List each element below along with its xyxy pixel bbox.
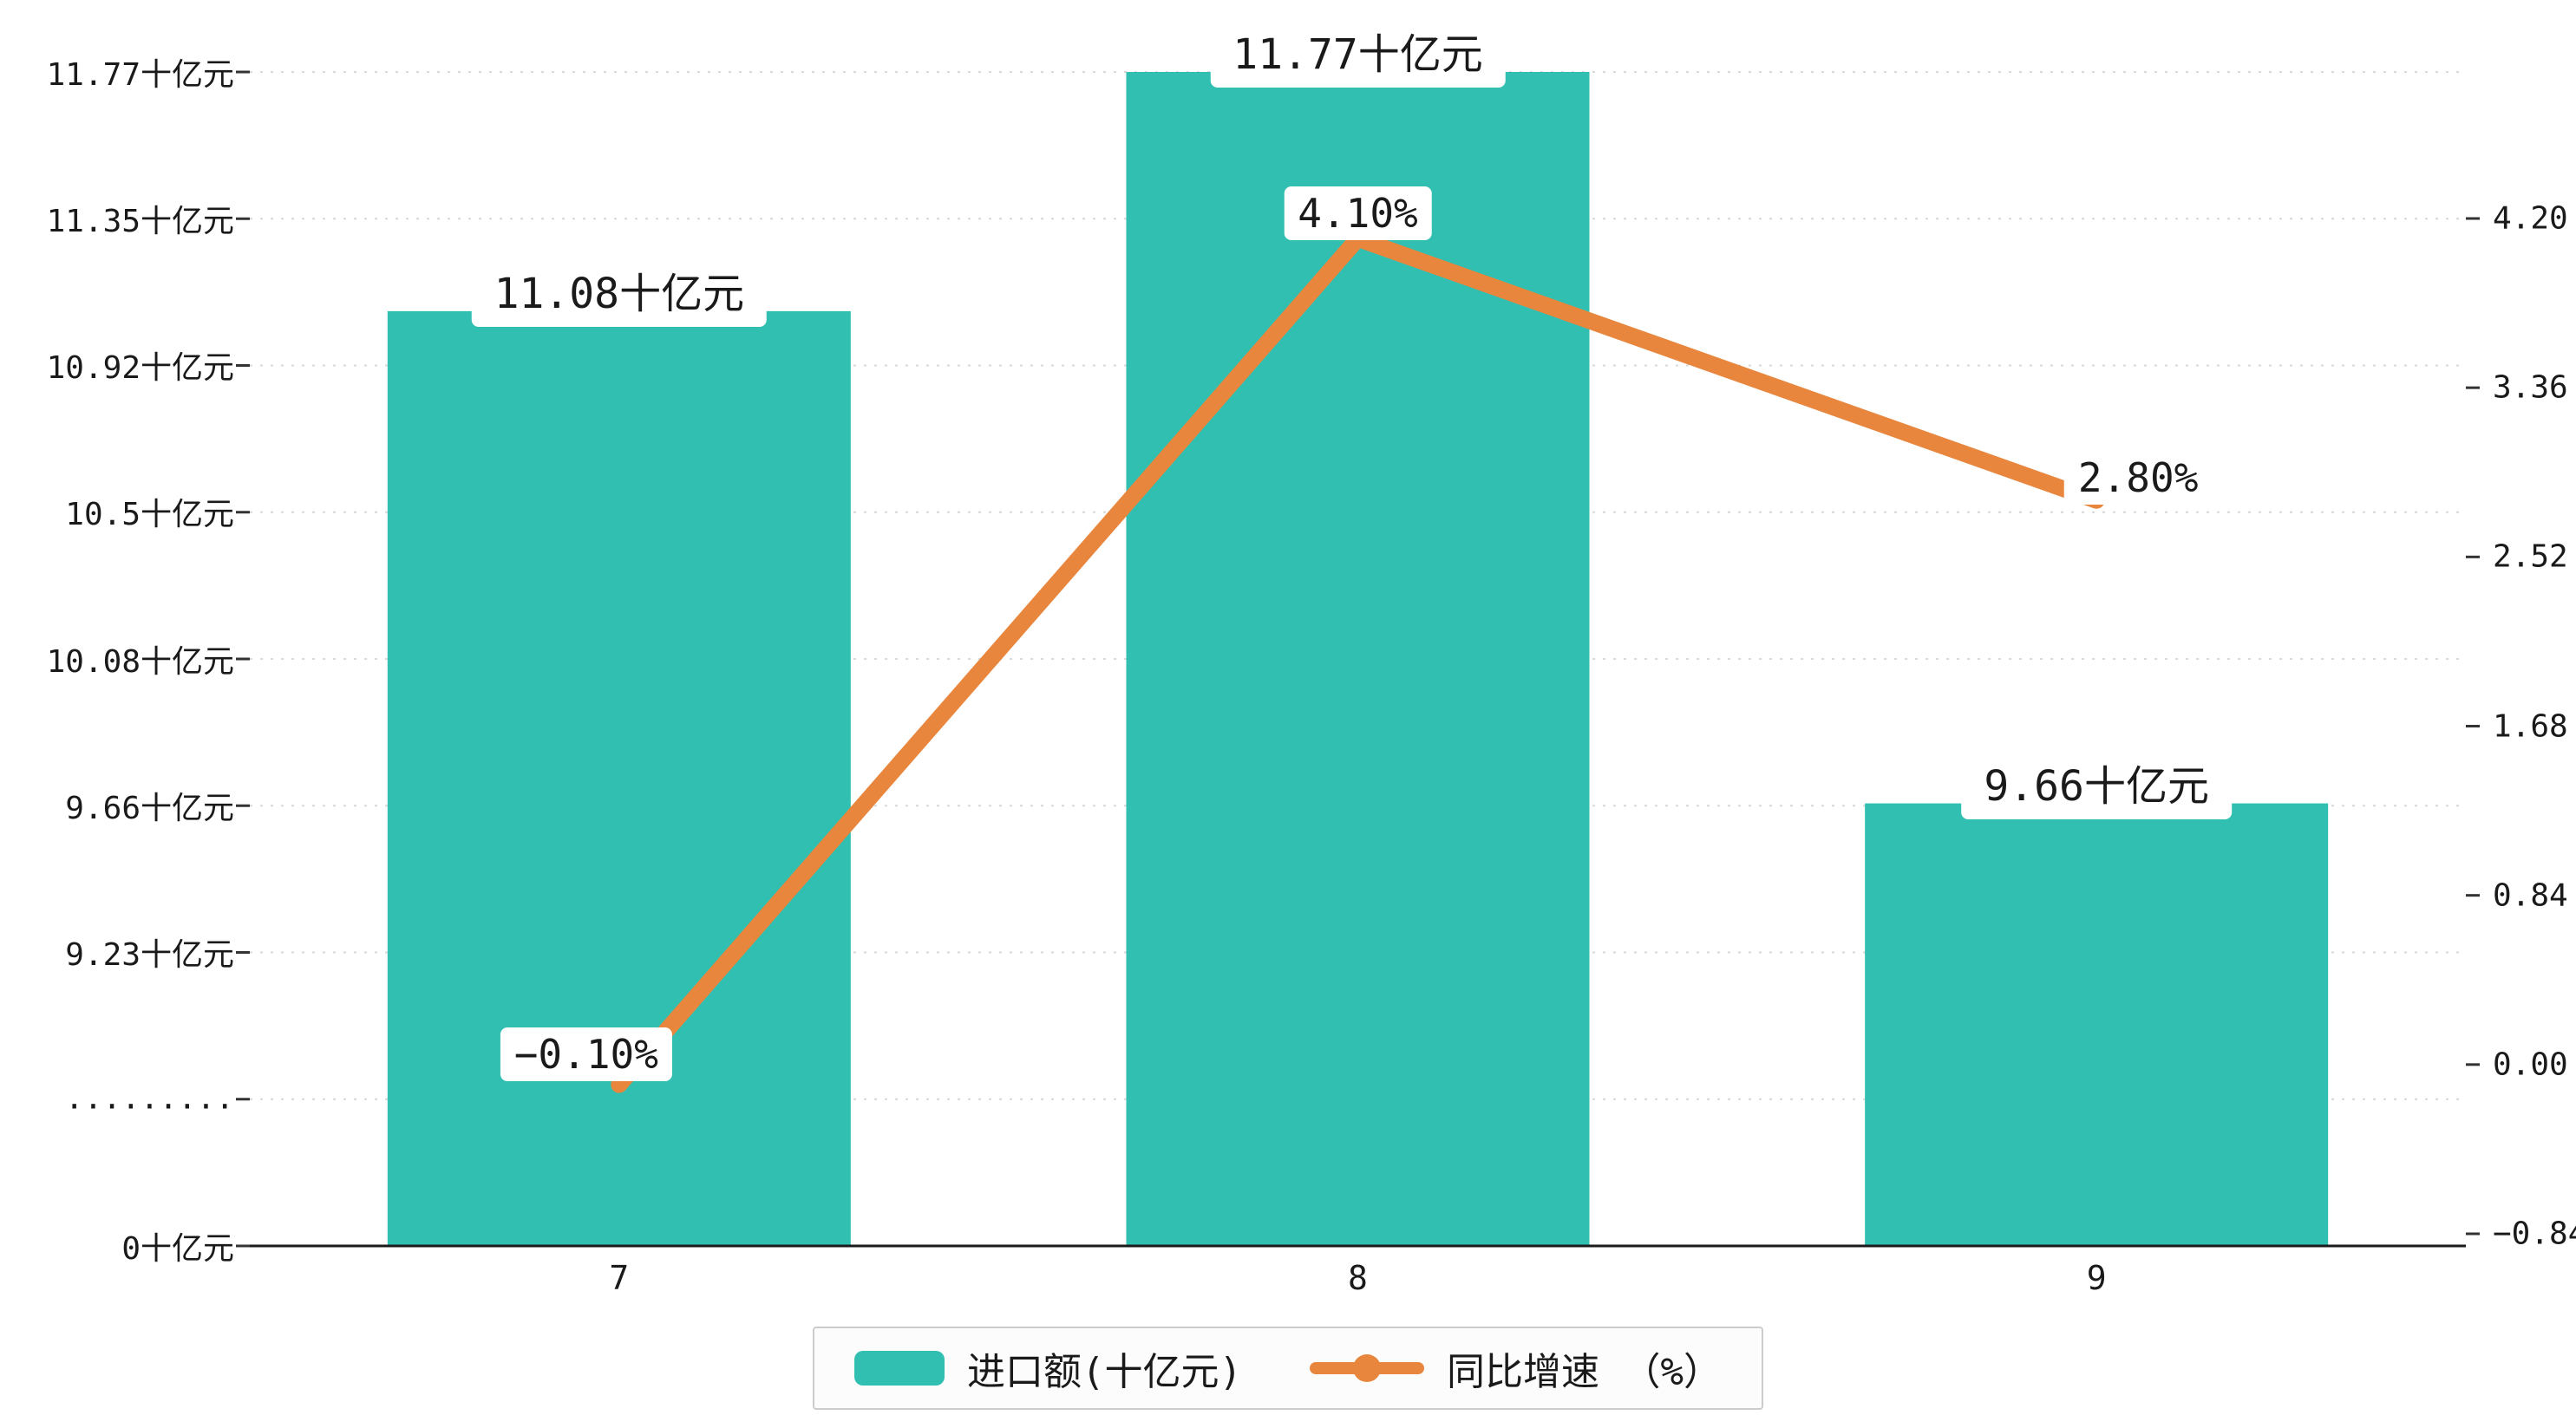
left-axis-tick: 11.77十亿元 bbox=[46, 57, 234, 93]
left-axis-tick: 0十亿元 bbox=[121, 1231, 234, 1267]
x-axis-tick: 9 bbox=[2086, 1259, 2107, 1297]
bar-value-label: 11.77十亿元 bbox=[1210, 13, 1506, 88]
line-point-label: 2.80% bbox=[2063, 451, 2213, 505]
left-axis-tick: 10.92十亿元 bbox=[46, 350, 234, 386]
legend-item-imports[interactable]: 进口额(十亿元) bbox=[854, 1340, 1242, 1396]
left-axis-tick: 9.23十亿元 bbox=[65, 937, 234, 973]
x-axis-tick: 7 bbox=[609, 1259, 630, 1297]
legend-item-growth[interactable]: 同比增速 （%） bbox=[1310, 1340, 1722, 1396]
bar-swatch-icon bbox=[854, 1351, 945, 1386]
x-axis-tick: 8 bbox=[1348, 1259, 1368, 1297]
legend-label: 进口额(十亿元) bbox=[967, 1350, 1242, 1394]
right-axis-tick: 3.36 bbox=[2493, 369, 2568, 406]
bar bbox=[1126, 72, 1590, 1246]
legend-label: 同比增速 （%） bbox=[1447, 1350, 1722, 1394]
right-axis-tick: 0.84 bbox=[2493, 877, 2568, 914]
bar-value-label: 9.66十亿元 bbox=[1961, 744, 2232, 819]
right-axis-tick: 0.00 bbox=[2493, 1047, 2568, 1083]
right-axis-tick: −0.84 bbox=[2493, 1216, 2576, 1252]
left-axis-tick: 9.66十亿元 bbox=[65, 791, 234, 826]
line-point-label: 4.10% bbox=[1284, 186, 1432, 241]
bar bbox=[1865, 803, 2329, 1246]
bar bbox=[387, 310, 851, 1247]
right-axis-tick: 2.52 bbox=[2493, 538, 2568, 575]
left-axis-break-tick: ......... bbox=[64, 1080, 234, 1117]
left-axis-tick: 11.35十亿元 bbox=[46, 204, 234, 239]
legend: 进口额(十亿元) 同比增速 （%） bbox=[813, 1327, 1763, 1410]
right-axis-tick: 1.68 bbox=[2493, 708, 2568, 745]
right-axis-tick: 4.20 bbox=[2493, 200, 2568, 237]
line-point-label: −0.10% bbox=[500, 1027, 672, 1082]
bar-value-label: 11.08十亿元 bbox=[471, 251, 768, 327]
left-axis-tick: 10.5十亿元 bbox=[65, 497, 234, 532]
left-axis-tick: 10.08十亿元 bbox=[46, 644, 234, 680]
line-dot-swatch-icon bbox=[1310, 1351, 1424, 1386]
